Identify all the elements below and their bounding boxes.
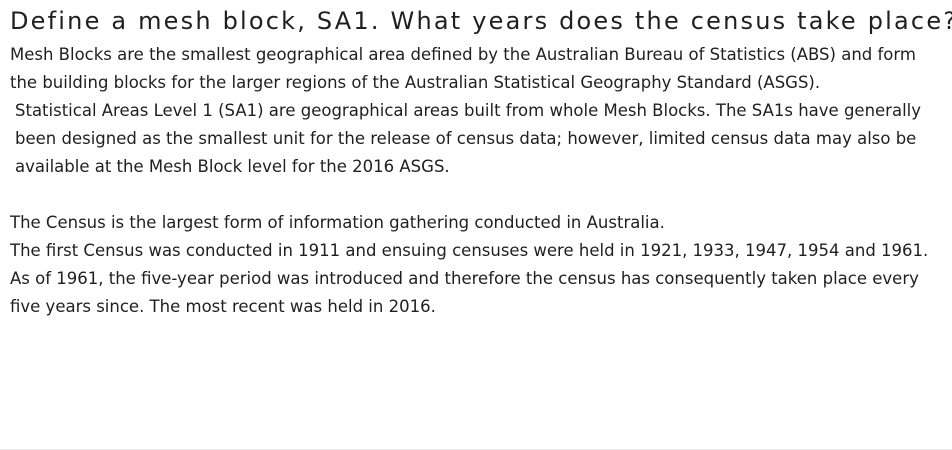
document-body: Mesh Blocks are the smallest geographica…	[10, 41, 945, 321]
paragraph-sa1: Statistical Areas Level 1 (SA1) are geog…	[15, 101, 922, 176]
paragraph-census-years: The first Census was conducted in 1911 a…	[10, 241, 929, 316]
paragraph-spacer	[10, 181, 945, 209]
page-title: Define a mesh block, SA1. What years doe…	[10, 7, 952, 35]
paragraph-census-intro: The Census is the largest form of inform…	[10, 213, 665, 232]
paragraph-mesh-blocks: Mesh Blocks are the smallest geographica…	[10, 45, 916, 92]
